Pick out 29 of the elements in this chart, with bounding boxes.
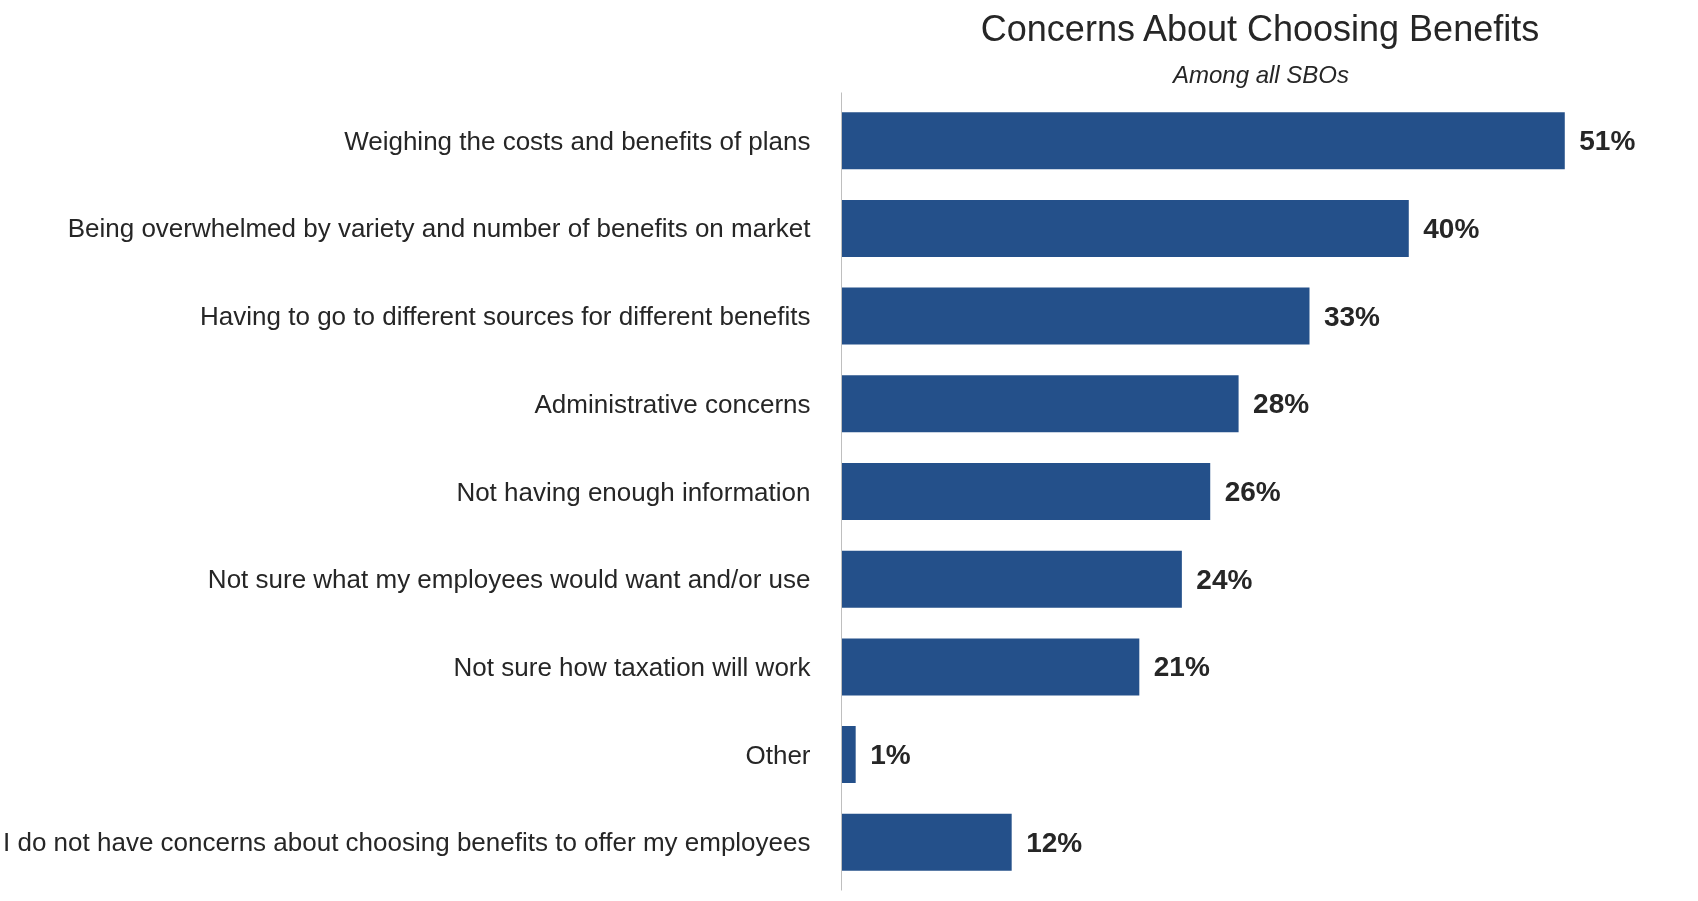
data-label: 33% — [1323, 300, 1381, 332]
data-label: 28% — [1253, 388, 1310, 420]
chart-subtitle: Among all SBOs — [1170, 60, 1350, 88]
bar — [841, 550, 1182, 608]
data-label: 24% — [1196, 563, 1253, 595]
bar — [841, 375, 1239, 433]
chart-title: Concerns About Choosing Benefits — [980, 7, 1540, 49]
data-label: 1% — [870, 739, 911, 771]
y-tick-label: Other — [745, 739, 811, 770]
data-label: 12% — [1026, 826, 1083, 858]
data-label: 40% — [1423, 212, 1480, 244]
y-tick-label: Administrative concerns — [534, 388, 811, 419]
data-label: 26% — [1224, 476, 1281, 507]
y-tick-label: Having to go to different sources for different benefits — [200, 301, 811, 332]
data-label: 21% — [1153, 651, 1210, 683]
bar — [841, 199, 1409, 257]
y-tick-label: Being overwhelmed by variety and number of benefits on market — [67, 213, 812, 244]
y-tick-label: Not sure what my employees would want and/or use — [207, 564, 811, 595]
bar — [841, 112, 1565, 170]
y-tick-label: I do not have concerns about choosing benefits to offer my employees — [3, 827, 811, 858]
bar — [841, 638, 1140, 696]
bar — [841, 726, 856, 784]
data-label: 51% — [1579, 125, 1636, 157]
bar — [841, 813, 1012, 871]
y-tick-label: Not sure how taxation will work — [453, 651, 812, 682]
y-tick-label: Not having enough information — [456, 476, 811, 507]
y-tick-label: Weighing the costs and benefits of plans — [344, 125, 811, 156]
bar — [841, 287, 1310, 345]
bar — [841, 463, 1211, 520]
